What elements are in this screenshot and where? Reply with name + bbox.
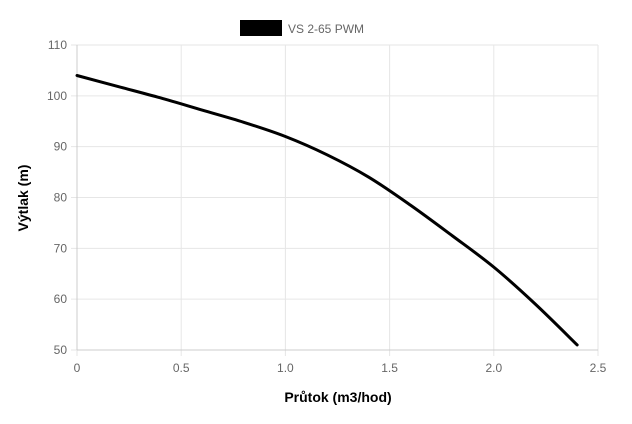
x-tick-label: 2.5 <box>590 361 607 375</box>
y-axis-title: Výtlak (m) <box>15 165 31 232</box>
y-tick-label: 80 <box>54 191 68 205</box>
legend-label: VS 2-65 PWM <box>288 22 364 36</box>
legend-swatch <box>240 20 282 36</box>
y-tick-label: 60 <box>54 292 68 306</box>
x-tick-label: 2.0 <box>485 361 502 375</box>
x-tick-label: 0 <box>74 361 81 375</box>
y-tick-label: 100 <box>47 89 67 103</box>
x-tick-label: 1.5 <box>381 361 398 375</box>
x-tick-label: 0.5 <box>173 361 190 375</box>
series <box>75 74 579 347</box>
x-tick-label: 1.0 <box>277 361 294 375</box>
y-tick-label: 110 <box>48 38 67 52</box>
y-tick-label: 90 <box>54 140 68 154</box>
y-tick-label: 70 <box>54 241 68 255</box>
legend[interactable]: VS 2-65 PWM <box>240 20 364 36</box>
x-axis-title: Průtok (m3/hod) <box>284 389 391 405</box>
grid <box>71 44 599 356</box>
axes <box>76 45 598 351</box>
y-tick-labels: 50 60 70 80 90 100 110 <box>47 38 67 357</box>
x-tick-labels: 0 0.5 1.0 1.5 2.0 2.5 <box>74 361 607 375</box>
y-tick-label: 50 <box>54 343 68 357</box>
series-line <box>75 74 579 347</box>
